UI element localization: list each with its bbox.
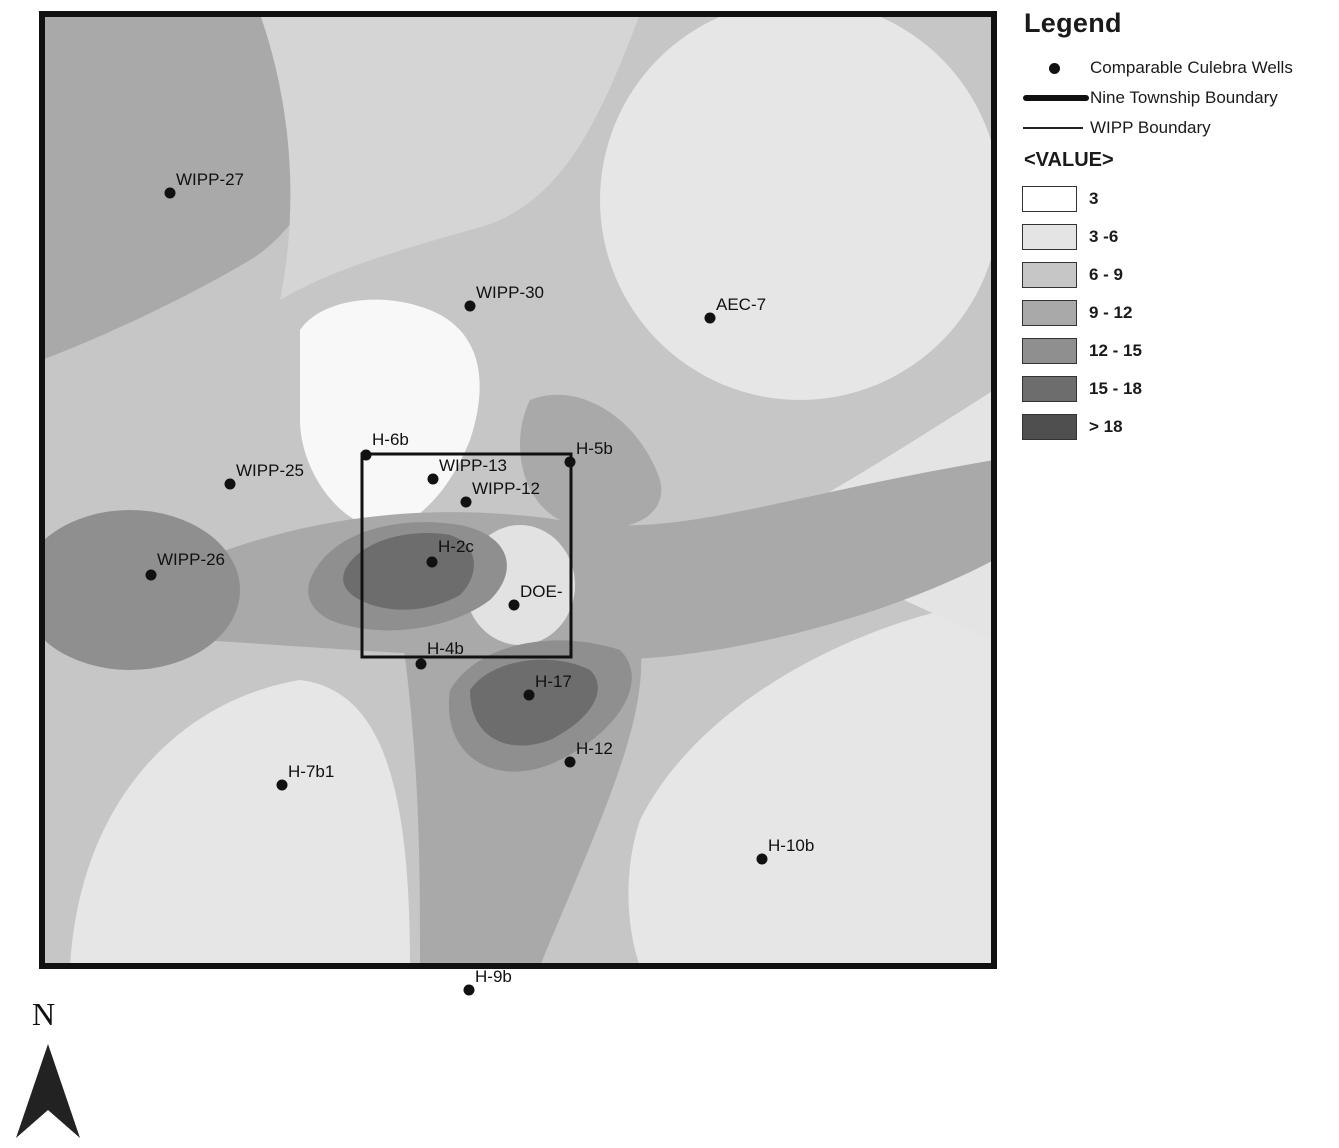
well-dot-icon xyxy=(508,599,520,611)
well-marker: H-7b1 xyxy=(276,762,334,791)
north-arrow-icon xyxy=(16,1044,80,1138)
value-swatch xyxy=(1022,338,1077,364)
value-class-row: 12 - 15 xyxy=(1020,332,1335,370)
value-swatch xyxy=(1022,186,1077,212)
wipp-boundary xyxy=(360,452,573,659)
well-dot-icon xyxy=(464,300,476,312)
well-dot-icon xyxy=(145,569,157,581)
well-marker: DOE- xyxy=(508,582,563,611)
well-marker: H-5b xyxy=(564,439,613,468)
well-dot-icon xyxy=(426,556,438,568)
well-dot-icon xyxy=(276,779,288,791)
legend: Legend Comparable Culebra Wells Nine Tow… xyxy=(1020,8,1335,446)
value-class-row: 3 xyxy=(1020,180,1335,218)
value-class-label: > 18 xyxy=(1089,417,1123,436)
well-dot-icon xyxy=(415,658,427,670)
legend-label-township: Nine Township Boundary xyxy=(1090,88,1278,107)
well-marker: WIPP-13 xyxy=(427,456,507,485)
thick-line-icon xyxy=(1020,83,1090,113)
well-dot-icon xyxy=(460,496,472,508)
value-class-label: 12 - 15 xyxy=(1089,341,1142,360)
well-dot-icon xyxy=(704,312,716,324)
well-marker: H-4b xyxy=(415,639,464,670)
value-class-label: 3 xyxy=(1089,189,1099,208)
well-label: H-17 xyxy=(535,672,572,691)
contour-map: WIPP-27 WIPP-30 AEC-7 H-6b H-5b WIPP-13 WIPP-1… xyxy=(39,11,997,996)
thin-line-icon xyxy=(1020,113,1090,143)
well-label: WIPP-27 xyxy=(176,170,244,189)
well-label: H-2c xyxy=(438,537,474,556)
well-label: H-4b xyxy=(427,639,464,658)
well-label: DOE- xyxy=(520,582,563,601)
legend-label-wells: Comparable Culebra Wells xyxy=(1090,58,1293,77)
legend-title: Legend xyxy=(1024,8,1122,38)
value-swatch xyxy=(1022,262,1077,288)
well-marker: H-9b xyxy=(463,967,512,996)
well-label: WIPP-30 xyxy=(476,283,544,302)
north-arrow: N xyxy=(14,996,84,1142)
value-class-row: 9 - 12 xyxy=(1020,294,1335,332)
value-swatch xyxy=(1022,224,1077,250)
wells-layer: WIPP-27 WIPP-30 AEC-7 H-6b H-5b WIPP-13 WIPP-1… xyxy=(145,170,814,996)
value-class-row: 15 - 18 xyxy=(1020,370,1335,408)
well-marker: H-10b xyxy=(756,836,814,865)
well-dot-icon xyxy=(427,473,439,485)
value-class-row: > 18 xyxy=(1020,408,1335,446)
well-dot-icon xyxy=(564,456,576,468)
well-dot-icon xyxy=(224,478,236,490)
contour-fill xyxy=(42,14,994,966)
well-marker: H-17 xyxy=(523,672,572,701)
well-marker: AEC-7 xyxy=(704,295,766,324)
well-dot-icon xyxy=(463,984,475,996)
value-class-row: 6 - 9 xyxy=(1020,256,1335,294)
well-marker: H-12 xyxy=(564,739,613,768)
legend-row-wells: Comparable Culebra Wells xyxy=(1020,53,1335,83)
well-label: H-12 xyxy=(576,739,613,758)
value-class-label: 6 - 9 xyxy=(1089,265,1124,284)
value-heading: <VALUE> xyxy=(1024,149,1114,171)
well-marker: WIPP-25 xyxy=(224,461,304,490)
value-swatch xyxy=(1022,376,1077,402)
well-label: H-5b xyxy=(576,439,613,458)
value-class-label: 9 - 12 xyxy=(1089,303,1133,322)
well-dot-icon xyxy=(756,853,768,865)
nine-township-boundary xyxy=(39,11,997,969)
value-swatch xyxy=(1022,414,1077,440)
well-dot-icon xyxy=(1020,53,1090,83)
well-marker: WIPP-30 xyxy=(464,283,544,312)
well-label: WIPP-26 xyxy=(157,550,225,569)
legend-label-wipp: WIPP Boundary xyxy=(1090,118,1211,137)
well-label: AEC-7 xyxy=(716,295,766,314)
north-label: N xyxy=(32,996,56,1032)
well-label: H-10b xyxy=(768,836,814,855)
well-marker: WIPP-12 xyxy=(460,479,540,508)
well-dot-icon xyxy=(164,187,176,199)
well-marker: H-6b xyxy=(360,430,409,461)
well-label: H-7b1 xyxy=(288,762,334,781)
well-dot-icon xyxy=(523,689,535,701)
well-label: H-9b xyxy=(475,967,512,986)
well-label: WIPP-13 xyxy=(439,456,507,475)
value-class-list: 3 3 -6 6 - 9 9 - 12 12 - 15 15 - 18 > 18 xyxy=(1020,180,1335,446)
value-class-label: 15 - 18 xyxy=(1089,379,1142,398)
well-marker: WIPP-27 xyxy=(164,170,244,199)
value-class-row: 3 -6 xyxy=(1020,218,1335,256)
well-label: WIPP-12 xyxy=(472,479,540,498)
well-label: H-6b xyxy=(372,430,409,449)
legend-row-wipp: WIPP Boundary xyxy=(1020,113,1335,143)
value-class-label: 3 -6 xyxy=(1089,227,1119,246)
well-label: WIPP-25 xyxy=(236,461,304,480)
well-marker: WIPP-26 xyxy=(145,550,225,581)
well-dot-icon xyxy=(564,756,576,768)
value-swatch xyxy=(1022,300,1077,326)
well-marker: H-2c xyxy=(426,537,474,568)
legend-row-township: Nine Township Boundary xyxy=(1020,83,1335,113)
well-dot-icon xyxy=(360,449,372,461)
